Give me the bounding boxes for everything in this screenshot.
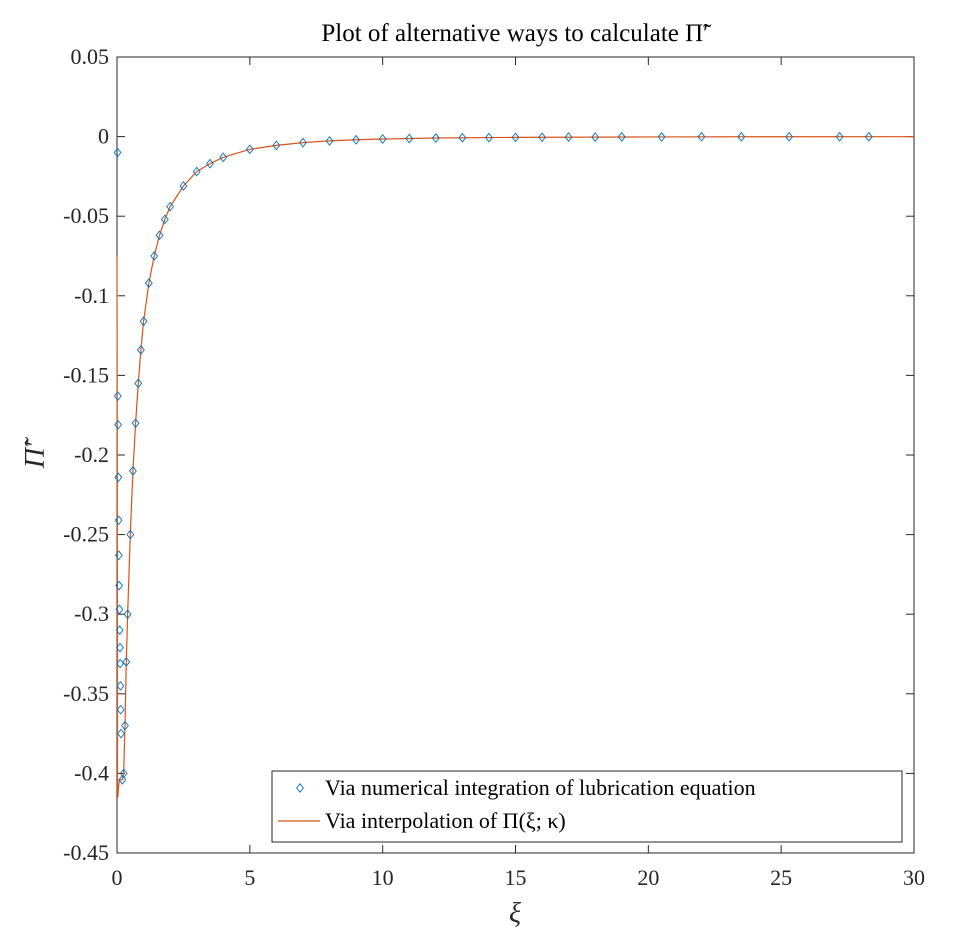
data-point	[737, 131, 746, 142]
y-tick-label: -0.35	[63, 681, 109, 706]
legend: Via numerical integration of lubrication…	[271, 770, 903, 843]
legend-label-numerical: Via numerical integration of lubrication…	[325, 775, 756, 800]
data-point	[121, 720, 129, 731]
data-point	[617, 131, 626, 142]
y-axis: 0.05 0 -0.05 -0.1 -0.15 -0.2 -0.25 -0.3 -0.35 -0.…	[63, 44, 914, 865]
data-point	[245, 144, 254, 155]
data-point	[272, 140, 281, 151]
data-point	[114, 472, 123, 483]
x-tick-label: 20	[637, 865, 659, 890]
data-point	[115, 580, 124, 591]
data-point	[785, 131, 794, 142]
data-point	[139, 316, 148, 327]
data-point	[115, 642, 124, 653]
axes-box	[116, 56, 915, 854]
data-point	[114, 515, 123, 526]
legend-marker-numerical	[296, 783, 304, 793]
data-point	[123, 609, 132, 620]
data-point	[117, 728, 125, 739]
numerical-series	[113, 131, 873, 785]
data-point	[484, 132, 493, 143]
chart-title: Plot of alternative ways to calculate Π̃…	[321, 20, 712, 47]
data-point	[299, 137, 307, 148]
data-point	[150, 251, 159, 261]
data-point	[352, 134, 361, 145]
data-point	[166, 201, 175, 212]
data-point	[131, 418, 140, 429]
data-point	[538, 132, 547, 143]
y-tick-label: 0.05	[71, 44, 110, 69]
data-point	[206, 158, 214, 169]
data-point	[378, 134, 387, 144]
data-point	[511, 132, 520, 143]
data-point	[136, 345, 145, 355]
y-tick-label: -0.2	[74, 442, 109, 467]
data-point	[118, 774, 127, 785]
x-tick-label: 25	[770, 865, 792, 890]
data-point	[155, 230, 164, 241]
data-point	[431, 133, 440, 143]
x-tick-label: 5	[244, 865, 255, 890]
y-tick-label: -0.05	[63, 203, 109, 228]
data-point	[835, 131, 844, 142]
x-tick-label: 10	[372, 865, 394, 890]
data-point	[325, 135, 334, 146]
y-tick-label: 0	[98, 124, 109, 149]
data-point	[115, 625, 124, 636]
data-point	[564, 132, 573, 142]
data-point	[864, 131, 873, 142]
x-tick-label: 0	[112, 865, 123, 890]
data-point	[405, 133, 414, 144]
interpolation-line	[116, 136, 915, 798]
data-point	[144, 278, 153, 288]
y-tick-label: -0.25	[63, 522, 109, 547]
legend-box	[271, 770, 903, 843]
data-point	[129, 465, 137, 476]
x-axis: 0 5 10 15 20 25 30	[112, 57, 925, 890]
y-tick-label: -0.15	[63, 362, 109, 387]
data-point	[657, 131, 666, 142]
data-point	[113, 147, 122, 158]
data-point	[192, 166, 201, 177]
data-point	[179, 181, 188, 191]
x-tick-label: 15	[505, 865, 527, 890]
data-point	[160, 214, 169, 225]
x-tick-label: 30	[903, 865, 925, 890]
data-point	[116, 704, 125, 715]
y-tick-label: -0.1	[74, 283, 109, 308]
y-tick-label: -0.3	[74, 601, 109, 626]
plot-area: 0 5 10 15 20 25 30 0.05 0 -0.05 -0.1 -0.15 -0.2 -0.2…	[63, 44, 925, 890]
data-point	[116, 680, 125, 691]
y-tick-label: -0.45	[63, 840, 109, 865]
data-point	[116, 658, 125, 669]
legend-label-interpolation: Via interpolation of Π(ξ; κ)	[325, 808, 566, 833]
x-axis-label: ξ	[509, 898, 521, 929]
data-point	[122, 657, 131, 667]
data-point	[591, 132, 600, 142]
data-point	[119, 768, 128, 779]
data-point	[126, 529, 135, 540]
y-tick-label: -0.4	[74, 760, 109, 785]
data-point	[114, 550, 123, 561]
interpolation-series	[116, 136, 915, 798]
data-point	[134, 378, 143, 389]
data-point	[115, 604, 124, 615]
data-point	[113, 391, 122, 402]
data-point	[219, 152, 228, 163]
data-point	[697, 131, 706, 142]
data-point	[458, 132, 467, 143]
data-point	[114, 419, 122, 430]
